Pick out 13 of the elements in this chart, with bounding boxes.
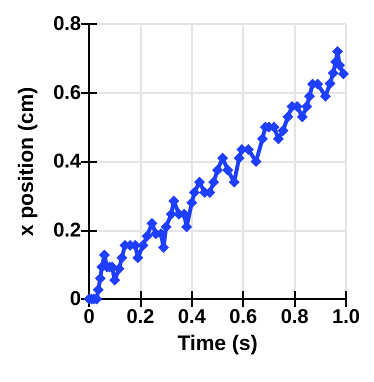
x-tick-label: 0 (83, 306, 95, 328)
x-tick-label: 0.6 (229, 306, 258, 328)
x-tick-label: 1.0 (332, 306, 360, 328)
y-tick-label: 0.6 (53, 82, 81, 104)
y-axis-title: x position (cm) (15, 86, 38, 236)
x-tick-label: 0.4 (178, 306, 207, 328)
x-tick-label: 0.2 (126, 306, 154, 328)
x-axis-title: Time (s) (177, 332, 258, 355)
y-tick-label: 0 (70, 288, 81, 310)
y-tick-label: 0.2 (53, 219, 81, 242)
y-tick-label: 0.8 (53, 13, 81, 35)
x-tick-label: 0.8 (280, 306, 309, 328)
y-tick-label: 0.4 (53, 150, 82, 172)
